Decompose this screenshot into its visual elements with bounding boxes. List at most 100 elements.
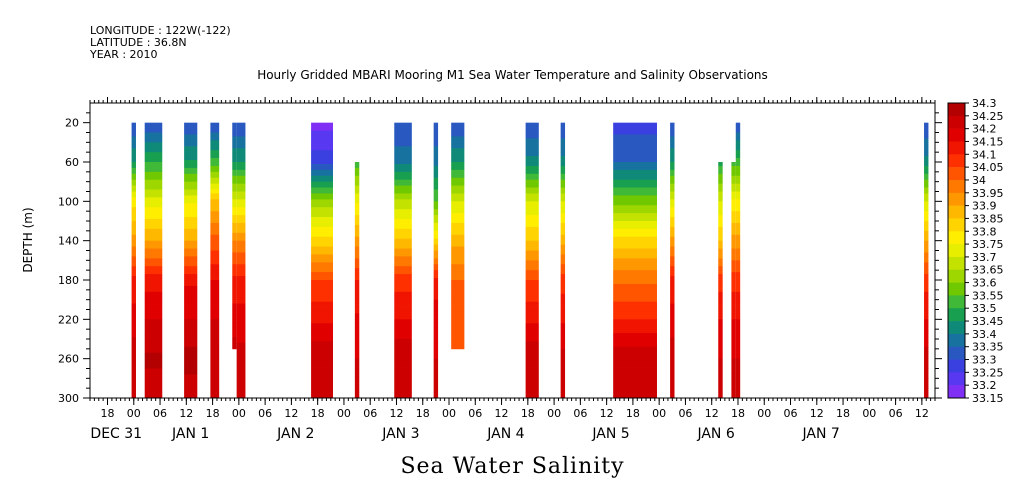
data-cell <box>451 331 465 334</box>
data-cell <box>433 221 439 224</box>
data-cell <box>718 213 723 216</box>
data-cell <box>311 281 333 285</box>
data-cell <box>354 350 360 354</box>
data-cell <box>731 240 736 244</box>
data-cell <box>131 293 136 297</box>
data-cell <box>735 388 741 391</box>
data-cell <box>184 311 198 314</box>
data-cell <box>236 346 246 350</box>
data-cell <box>735 350 741 354</box>
data-cell <box>210 234 220 238</box>
data-cell <box>184 287 198 291</box>
data-cell <box>144 221 163 224</box>
data-cell <box>144 378 163 381</box>
data-cell <box>236 228 246 232</box>
data-cell <box>394 211 412 214</box>
data-cell <box>394 162 412 165</box>
data-cell <box>236 175 246 179</box>
data-cell <box>731 201 736 204</box>
data-cell <box>131 250 136 253</box>
data-cell <box>236 250 246 253</box>
data-cell <box>232 148 237 151</box>
data-cell <box>560 356 566 360</box>
data-cell <box>433 291 439 295</box>
data-cell <box>735 189 741 192</box>
data-cell <box>613 256 657 259</box>
data-cell <box>525 179 539 183</box>
data-cell <box>210 262 220 265</box>
data-cell <box>613 289 657 293</box>
data-cell <box>451 219 465 222</box>
data-cell <box>670 126 675 129</box>
data-cell <box>210 126 220 129</box>
data-cell <box>144 152 163 155</box>
data-cell <box>924 209 929 212</box>
data-cell <box>735 195 741 198</box>
data-cell <box>144 234 163 238</box>
data-cell <box>560 394 566 397</box>
data-cell <box>311 342 333 346</box>
data-cell <box>394 213 412 216</box>
data-cell <box>394 156 412 159</box>
year-label: YEAR : 2010 <box>90 48 158 61</box>
data-cell <box>451 165 465 169</box>
data-cell <box>311 325 333 328</box>
data-cell <box>731 394 736 397</box>
data-cell <box>144 305 163 308</box>
data-cell <box>735 183 741 186</box>
data-cell <box>433 140 439 143</box>
data-cell <box>718 333 723 336</box>
data-cell <box>451 217 465 220</box>
data-cell <box>525 169 539 173</box>
data-cell <box>451 152 465 155</box>
data-cell <box>394 171 412 175</box>
data-cell <box>670 354 675 358</box>
data-cell <box>236 242 246 245</box>
data-cell <box>451 252 465 255</box>
data-cell <box>451 136 465 139</box>
data-cell <box>924 266 929 269</box>
data-cell <box>131 154 136 157</box>
data-cell <box>184 160 198 163</box>
data-cell <box>131 358 136 362</box>
data-cell <box>735 323 741 326</box>
data-cell <box>731 179 736 183</box>
data-cell <box>560 181 566 185</box>
data-cell <box>394 360 412 363</box>
data-cell <box>735 295 741 299</box>
data-cell <box>131 323 136 326</box>
x-date-label: JAN 2 <box>276 426 314 442</box>
data-cell <box>718 392 723 395</box>
data-cell <box>525 323 539 326</box>
data-cell <box>718 163 723 167</box>
data-cell <box>924 364 929 367</box>
data-cell <box>670 154 675 157</box>
data-cell <box>731 177 736 181</box>
data-cell <box>613 213 657 216</box>
x-tick-label: 00 <box>547 407 561 420</box>
data-cell <box>236 163 246 167</box>
data-cell <box>354 244 360 247</box>
data-cell <box>311 144 333 147</box>
data-cell <box>394 148 412 151</box>
data-cell <box>451 148 465 151</box>
data-cell <box>924 163 929 167</box>
data-cell <box>670 376 675 379</box>
data-cell <box>210 339 220 342</box>
data-cell <box>433 142 439 145</box>
colorbar: 34.334.2534.234.1534.134.053433.9533.933… <box>947 97 1004 405</box>
data-cell <box>131 307 136 310</box>
data-cell <box>613 319 657 322</box>
data-cell <box>735 197 741 200</box>
data-cell <box>184 364 198 367</box>
data-cell <box>210 215 220 218</box>
data-cell <box>718 215 723 218</box>
data-cell <box>718 175 723 179</box>
data-cell <box>433 187 439 190</box>
data-cell <box>718 250 723 253</box>
data-cell <box>613 140 657 143</box>
colorbar-swatch <box>948 192 965 206</box>
colorbar-label: 34.2 <box>972 123 997 136</box>
data-cell <box>560 321 566 324</box>
data-cell <box>924 221 929 224</box>
